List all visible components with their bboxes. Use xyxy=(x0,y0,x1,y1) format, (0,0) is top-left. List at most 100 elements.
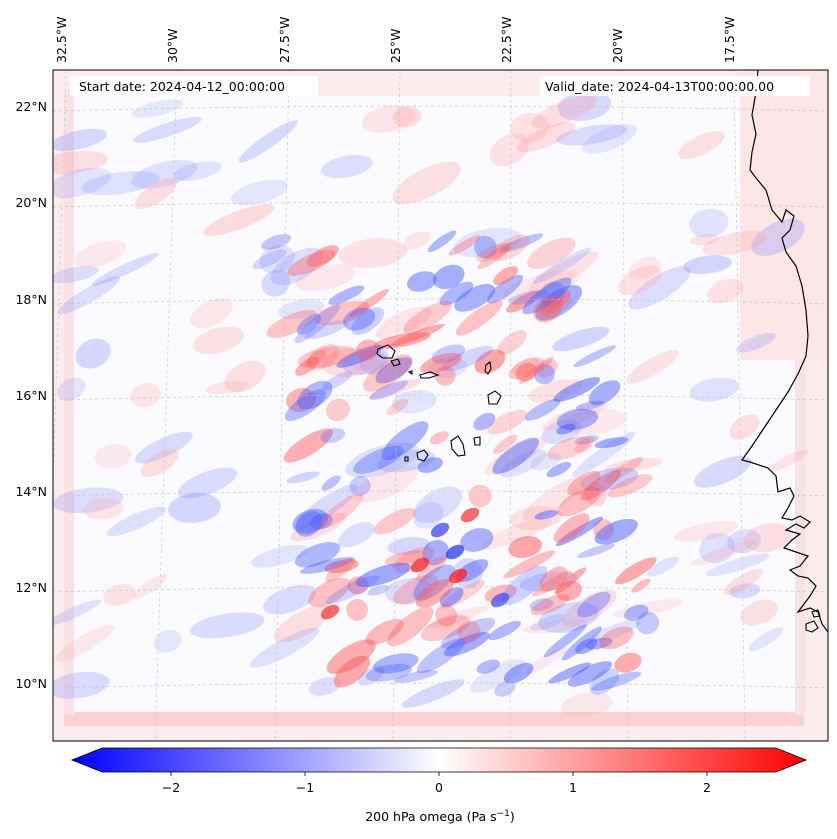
lon-label: 25°W xyxy=(388,28,403,63)
ascent-blob xyxy=(326,639,376,675)
ascent-blob xyxy=(387,537,430,556)
ascent-blob xyxy=(445,544,465,560)
ascent-blob xyxy=(53,128,107,152)
ascent-blob xyxy=(355,562,411,588)
ascent-blob xyxy=(131,159,198,189)
ascent-blob xyxy=(435,604,458,627)
ascent-blob xyxy=(535,285,583,321)
ascent-blob xyxy=(57,377,86,401)
ascent-blob xyxy=(470,659,526,693)
ascent-blob xyxy=(547,436,591,461)
lon-label: 20°W xyxy=(610,28,625,63)
ascent-blob xyxy=(428,357,468,378)
ascent-blob xyxy=(140,449,179,478)
ascent-blob xyxy=(403,231,431,251)
ascent-blob xyxy=(599,626,634,650)
ascent-blob xyxy=(367,585,390,596)
map-panel: Start date: 2024-04-12_00:00:00 Valid_da… xyxy=(15,17,829,742)
ascent-blob xyxy=(532,571,573,597)
ascent-blob xyxy=(325,557,356,582)
ascent-blob xyxy=(314,300,370,326)
ascent-blob xyxy=(690,233,719,246)
ascent-blob xyxy=(574,436,595,453)
colorbar-label: 200 hPa omega (Pa s−1) xyxy=(365,809,515,824)
ascent-blob xyxy=(556,580,582,601)
colorbar-tick-label: −2 xyxy=(162,780,180,795)
omega-contours xyxy=(53,90,808,717)
ascent-blob xyxy=(589,620,641,642)
ascent-blob xyxy=(476,659,500,674)
ascent-blob xyxy=(349,289,390,318)
ascent-blob xyxy=(577,543,615,558)
lat-label: 22°N xyxy=(15,99,47,114)
ascent-blob xyxy=(561,626,602,661)
ascent-blob xyxy=(443,631,490,657)
ascent-blob xyxy=(594,518,638,545)
ascent-blob xyxy=(727,529,762,554)
start-date-box xyxy=(70,76,318,96)
ascent-blob xyxy=(707,278,744,304)
ascent-blob xyxy=(53,487,124,514)
ascent-blob xyxy=(292,508,328,534)
ascent-blob xyxy=(420,352,462,374)
ascent-blob xyxy=(324,559,359,574)
lon-label: 32.5°W xyxy=(54,17,69,63)
ascent-blob xyxy=(391,390,437,414)
ascent-blob xyxy=(618,265,662,295)
ascent-blob xyxy=(322,371,353,391)
ascent-blob xyxy=(154,629,182,653)
ascent-blob xyxy=(355,339,379,361)
ascent-blob xyxy=(481,518,552,549)
ascent-blob xyxy=(365,618,404,645)
ascent-blob xyxy=(501,565,548,606)
ascent-blob xyxy=(173,161,222,181)
lon-label: 22.5°W xyxy=(499,17,514,63)
latitude-gridline xyxy=(53,394,828,401)
ascent-blob xyxy=(426,606,489,629)
ascent-blob xyxy=(534,510,559,520)
ascent-blob xyxy=(577,591,611,618)
ascent-blob xyxy=(702,230,768,256)
ascent-blob xyxy=(440,345,494,372)
ascent-blob xyxy=(588,380,621,406)
ascent-blob xyxy=(477,242,513,270)
longitude-gridline xyxy=(733,70,746,741)
ascent-blob xyxy=(304,320,348,340)
ascent-blob xyxy=(455,299,503,336)
lat-label: 10°N xyxy=(15,676,47,691)
ascent-blob xyxy=(91,253,159,286)
ascent-blob xyxy=(429,431,449,445)
ascent-blob xyxy=(351,307,385,335)
ascent-blob xyxy=(300,557,354,574)
ascent-blob xyxy=(574,435,599,445)
ascent-blob xyxy=(474,235,497,259)
lat-label: 12°N xyxy=(15,580,47,595)
ascent-blob xyxy=(636,612,659,635)
ascent-blob xyxy=(401,679,465,708)
ascent-blob xyxy=(491,234,530,261)
ascent-blob xyxy=(343,307,376,331)
ascent-blob xyxy=(448,235,481,256)
ascent-blob xyxy=(440,617,496,649)
ascent-blob xyxy=(384,578,434,605)
ascent-blob xyxy=(381,421,429,461)
ascent-blob xyxy=(582,123,637,154)
ascent-blob xyxy=(527,237,576,269)
ascent-blob xyxy=(567,470,601,496)
ascent-blob xyxy=(413,486,463,523)
ascent-blob xyxy=(487,274,523,304)
ascent-blob xyxy=(706,553,770,577)
ascent-blob xyxy=(57,276,121,315)
ascent-blob xyxy=(541,401,608,431)
ascent-blob xyxy=(55,624,115,662)
ascent-blob xyxy=(252,249,287,270)
ascent-blob xyxy=(261,269,291,297)
ascent-blob xyxy=(543,297,573,319)
ascent-blob xyxy=(553,513,590,543)
ascent-blob xyxy=(203,203,275,237)
ascent-blob xyxy=(270,247,324,286)
colorbar-tick-label: 1 xyxy=(569,780,577,795)
ascent-blob xyxy=(338,522,375,548)
ascent-blob xyxy=(387,606,434,647)
